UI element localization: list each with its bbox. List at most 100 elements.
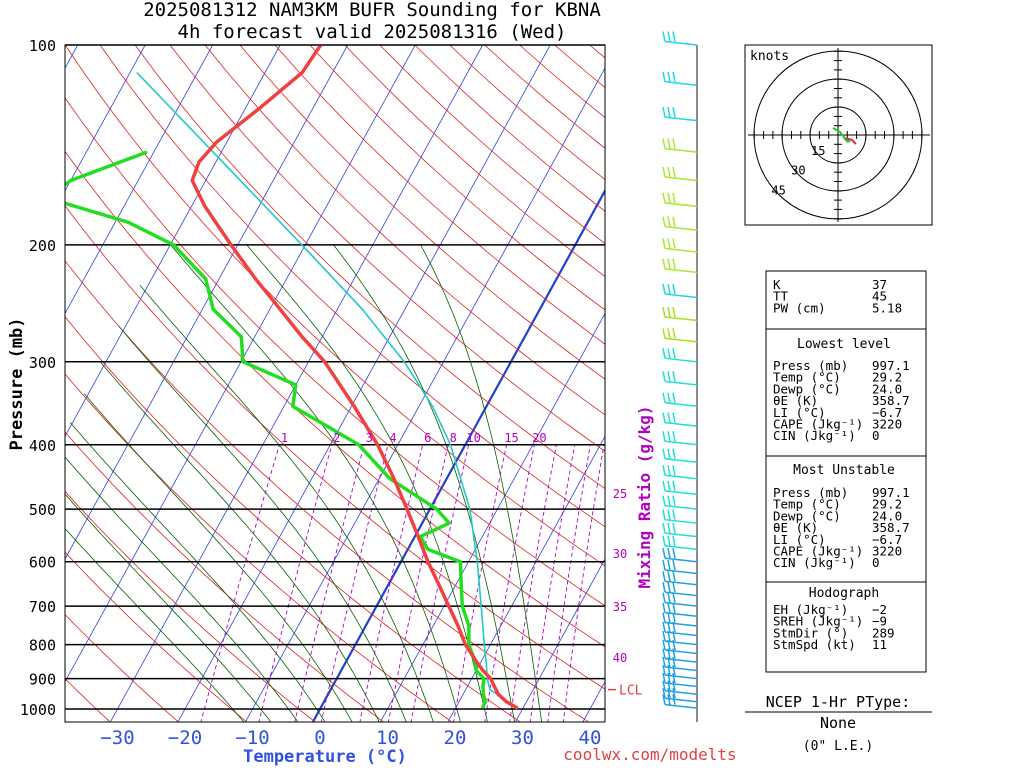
wind-barb-flag <box>662 582 666 593</box>
index-value: 24.0 <box>872 508 902 523</box>
isotherm-line <box>447 435 605 722</box>
wind-barb <box>662 431 698 446</box>
wind-barb-shaft <box>664 532 698 538</box>
wind-barb-flag <box>667 283 671 295</box>
wind-barb-flag <box>672 392 676 403</box>
wind-barb-shaft <box>664 490 698 496</box>
isotherm-line <box>65 45 349 560</box>
wind-barb-flag <box>667 238 671 249</box>
dry-adiabat-line <box>65 614 180 722</box>
wind-barb-shaft <box>664 440 698 446</box>
mixing-ratio-line <box>387 444 449 722</box>
wind-barb-flag <box>667 592 671 603</box>
wind-barb <box>662 522 698 538</box>
wind-barb-flag <box>672 664 676 676</box>
index-value: 3220 <box>872 417 902 432</box>
wind-barb-flag <box>672 535 676 547</box>
wind-barb-flag <box>667 328 671 339</box>
index-label: Press (mb) <box>773 485 848 500</box>
wind-barb-flag <box>672 694 676 705</box>
index-value: 5.18 <box>872 300 902 315</box>
moist-adiabat-line <box>139 284 434 722</box>
wind-barb-flag <box>672 431 676 442</box>
wind-barb-flag <box>672 522 676 534</box>
chart-subtitle: 4h forecast valid 2025081316 (Wed) <box>178 21 567 43</box>
index-value: 3220 <box>872 544 902 559</box>
index-value: 358.7 <box>872 393 910 408</box>
y-tick-label: 900 <box>29 671 56 689</box>
wind-barb-flag <box>667 31 671 42</box>
index-label: Temp (°C) <box>773 497 841 512</box>
hodograph-ring-label: 45 <box>771 183 785 197</box>
dry-adiabat-line <box>169 45 605 452</box>
y-axis-label: Pressure (mb) <box>7 317 27 450</box>
plot-frame <box>64 44 606 723</box>
mixing-ratio-tick-label: 8 <box>450 431 457 445</box>
wind-barb-flag <box>662 648 666 659</box>
moist-adiabat-line <box>83 393 353 722</box>
index-label: CIN (Jkg⁻¹) <box>773 428 856 443</box>
wind-barb <box>662 166 698 182</box>
wind-barb-shaft <box>664 649 698 655</box>
wind-barb <box>662 71 698 87</box>
wind-barb-flag <box>662 592 666 603</box>
wind-barb <box>662 559 698 575</box>
wind-barb <box>662 592 698 607</box>
chart-title: 2025081312 NAM3KM BUFR Sounding for KBNA <box>143 0 601 21</box>
wind-barb-flag <box>667 166 671 178</box>
moist-adiabat-line <box>65 527 245 722</box>
index-label: StmDir (°) <box>773 625 848 640</box>
isotherm-line <box>65 45 146 192</box>
wind-barb <box>662 465 698 480</box>
wind-barb-flag <box>662 166 666 178</box>
wind-barb-flag <box>662 602 666 613</box>
moist-adiabat-line <box>65 493 272 722</box>
wind-barb-flag <box>662 465 666 476</box>
index-label: LI (°C) <box>773 532 826 547</box>
wind-barb-shaft <box>664 640 698 646</box>
index-label: CIN (Jkg⁻¹) <box>773 555 856 570</box>
mixing-ratio-tick-label: 20 <box>532 431 546 445</box>
wind-barb <box>662 535 698 551</box>
wind-barb-flag <box>672 480 676 491</box>
wind-barb-flag <box>672 648 676 659</box>
wind-barb <box>662 672 698 688</box>
credit-text: coolwx.com/modelts <box>563 745 736 764</box>
dry-adiabat-line <box>65 316 521 722</box>
wind-barb-shaft <box>664 116 698 122</box>
index-value: 997.1 <box>872 485 910 500</box>
dry-adiabat-line <box>449 45 605 180</box>
index-value: 37 <box>872 277 887 292</box>
wind-barb-flag <box>667 431 671 442</box>
wind-barb <box>662 602 698 618</box>
index-label: Dewp (°C) <box>773 381 841 396</box>
wind-barb-shaft <box>664 621 698 627</box>
x-axis-label: Temperature (°C) <box>243 747 407 767</box>
wind-barb <box>662 283 698 299</box>
index-value: 0 <box>872 428 880 443</box>
wind-barb-flag <box>662 392 666 403</box>
x-tick-label: −30 <box>100 727 134 749</box>
mixing-ratio-tick-label: 6 <box>424 431 431 445</box>
mixing-ratio-tick-label: 3 <box>366 431 373 445</box>
wind-barb <box>662 688 698 703</box>
dewpoint-profile <box>65 150 488 709</box>
wind-barb-flag <box>667 680 671 691</box>
wind-barb-flag <box>662 509 666 520</box>
wind-barb-shaft <box>664 202 698 208</box>
wind-barb-flag <box>672 656 676 668</box>
wind-barb-flag <box>667 688 671 699</box>
indices-panel: K 37 TT 45 PW (cm) 5.18 Lowest level Press (mb)… <box>765 270 927 673</box>
wind-barb-flag <box>667 412 671 423</box>
wind-barb-shaft <box>664 682 698 688</box>
wind-barb-flag <box>672 31 676 42</box>
wind-barb-shaft <box>664 225 698 231</box>
wind-barb <box>662 306 698 322</box>
wind-barb <box>662 495 698 510</box>
wind-barb-shaft <box>664 337 698 343</box>
moist-adiabat-line <box>65 456 299 722</box>
wind-barb-flag <box>662 535 666 547</box>
isotherm-line <box>311 188 605 722</box>
index-section-header: Hodograph <box>809 586 879 601</box>
